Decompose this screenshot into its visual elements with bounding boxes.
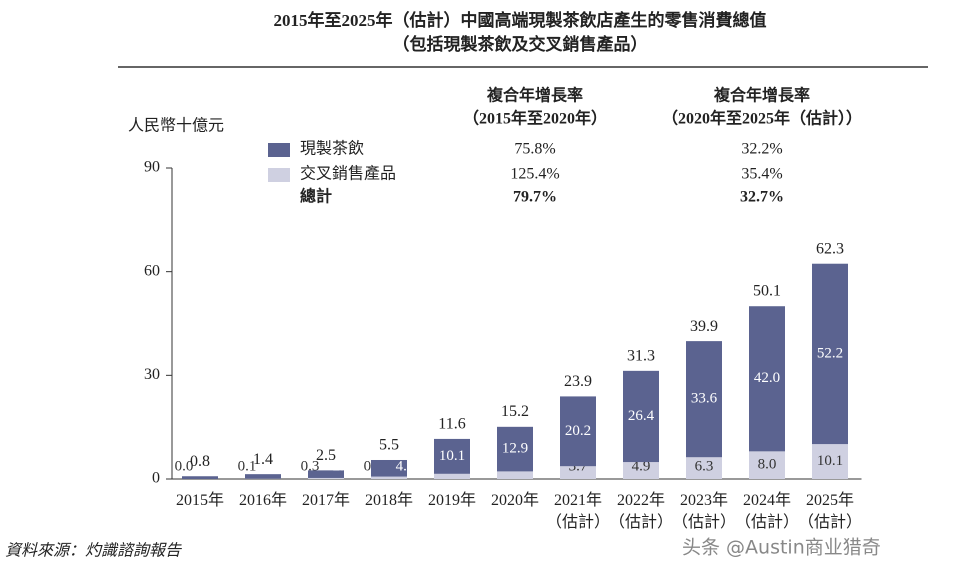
total-value-label: 50.1 (753, 283, 781, 300)
x-tick-label: 2025年（估計） (798, 491, 862, 531)
bar-segment (812, 444, 848, 479)
y-tick-label: 30 (144, 366, 160, 383)
bar-segment (182, 476, 218, 479)
legend-label: 現製茶飲 (300, 140, 364, 158)
total-value-label: 31.3 (627, 348, 655, 365)
bar-value-label: 4.9 (632, 458, 651, 474)
total-cagr: 79.7% (513, 189, 557, 206)
bar-segment (497, 471, 533, 479)
x-tick-label: 2016年 (239, 491, 287, 509)
legend-swatch (268, 143, 290, 157)
y-axis-label: 人民幣十億元 (128, 117, 224, 135)
bar-segment (686, 341, 722, 458)
bar-value-label: 1.3 (270, 458, 289, 474)
total-value-label: 1.4 (253, 451, 273, 468)
x-tick-label: 2020年 (491, 491, 539, 509)
cagr-header: （2020年至2025年（估計）） (662, 109, 862, 128)
x-tick-label: 2017年 (302, 491, 350, 509)
bar-value-label: 42.0 (754, 370, 780, 386)
x-tick-label: 2019年 (428, 491, 476, 509)
x-tick-label: 2021年（估計） (546, 491, 610, 531)
bar-segment (749, 306, 785, 452)
bar-segment (623, 462, 659, 479)
total-value-label: 5.5 (379, 437, 399, 454)
cagr-header: 複合年增長率 (713, 86, 810, 105)
bar-segment (560, 396, 596, 467)
total-label: 總計 (300, 187, 332, 206)
cagr-value: 32.2% (741, 141, 782, 158)
cagr-header: 複合年增長率 (486, 86, 583, 105)
cagr-header: （2015年至2020年） (463, 109, 607, 128)
total-value-label: 39.9 (690, 318, 718, 335)
total-value-label: 0.8 (190, 453, 210, 470)
bar-segment (434, 473, 470, 479)
bar-value-label: 0.8 (207, 458, 226, 474)
watermark: 头条 @Austin商业猎奇 (682, 537, 881, 559)
y-tick-label: 0 (152, 470, 160, 487)
bar-value-label: 4.8 (396, 458, 415, 474)
bar-value-label: 6.3 (695, 458, 714, 474)
bar-segment (749, 451, 785, 479)
chart-subtitle: （包括現製茶飲及交叉銷售產品） (393, 34, 648, 54)
bar-segment (560, 466, 596, 479)
bar-value-label: 2.2 (333, 458, 352, 474)
x-tick-label: 2024年（估計） (735, 491, 799, 531)
bar-segment (623, 370, 659, 463)
bar-value-label: 10.1 (817, 453, 843, 469)
x-tick-label: 2023年（估計） (672, 491, 736, 531)
bar-value-label: 8.0 (758, 457, 777, 473)
cagr-value: 35.4% (741, 166, 782, 183)
bar-value-label: 33.6 (691, 391, 718, 407)
bar-value-label: 10.1 (439, 448, 465, 464)
total-value-label: 11.6 (438, 416, 465, 433)
total-value-label: 62.3 (816, 240, 844, 257)
bar-segment (434, 438, 470, 474)
legend-label: 交叉銷售產品 (300, 165, 396, 183)
bar-segment (371, 459, 407, 477)
total-value-label: 2.5 (316, 447, 336, 464)
x-tick-label: 2018年 (365, 491, 413, 509)
bar-segment (497, 426, 533, 472)
bar-segment (308, 470, 344, 478)
bar-value-label: 26.4 (628, 408, 655, 424)
source: 資料來源：灼識諮詢報告 (5, 542, 182, 560)
bar-value-label: 0.1 (238, 458, 257, 474)
x-tick-label: 2015年 (176, 491, 224, 509)
y-tick-label: 60 (144, 262, 160, 279)
bar-segment (812, 263, 848, 445)
bar-value-label: 0.0 (175, 458, 194, 474)
bar-segment (371, 476, 407, 479)
bar-segment (245, 474, 281, 479)
total-value-label: 15.2 (501, 403, 529, 420)
bar-value-label: 20.2 (565, 423, 591, 439)
chart-title: 2015年至2025年（估計）中國高端現製茶飲店產生的零售消費總值 (274, 10, 767, 30)
total-value-label: 23.9 (564, 373, 592, 390)
y-tick-label: 90 (144, 159, 160, 176)
total-cagr: 32.7% (740, 189, 784, 206)
x-tick-label: 2022年（估計） (609, 491, 673, 531)
bar-value-label: 12.9 (502, 441, 528, 457)
cagr-value: 125.4% (510, 166, 559, 183)
legend-swatch (268, 168, 290, 182)
cagr-value: 75.8% (514, 141, 555, 158)
bar-value-label: 52.2 (817, 345, 843, 361)
bar-segment (686, 457, 722, 479)
bar-segment (308, 477, 344, 479)
